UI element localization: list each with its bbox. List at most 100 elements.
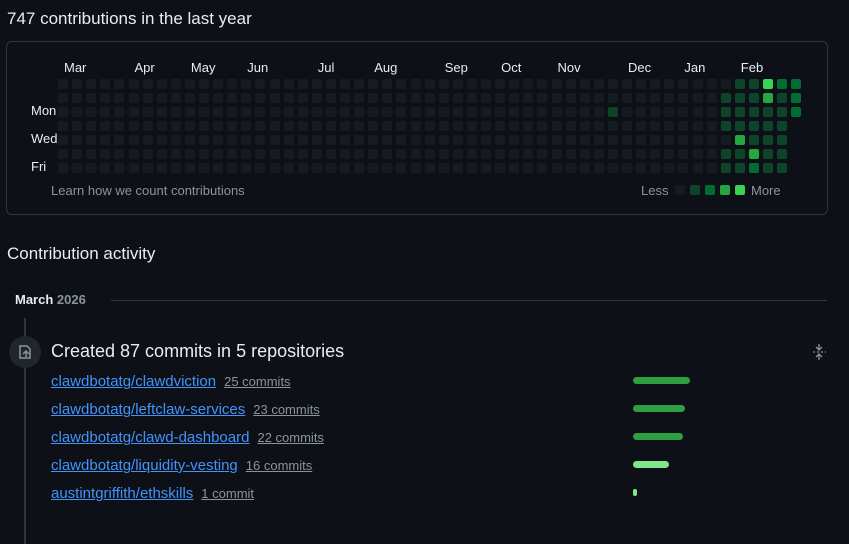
contribution-cell[interactable] xyxy=(622,107,632,117)
contribution-cell[interactable] xyxy=(481,121,491,131)
contribution-cell[interactable] xyxy=(58,79,68,89)
contribution-cell[interactable] xyxy=(128,93,139,103)
contribution-cell[interactable] xyxy=(340,93,350,103)
contribution-cell[interactable] xyxy=(410,163,421,173)
contribution-cell[interactable] xyxy=(269,107,280,117)
contribution-cell[interactable] xyxy=(410,135,421,145)
contribution-cell[interactable] xyxy=(678,121,689,131)
contribution-cell[interactable] xyxy=(466,149,477,159)
contribution-cell[interactable] xyxy=(86,135,97,145)
contribution-cell[interactable] xyxy=(72,93,83,103)
contribution-cell[interactable] xyxy=(720,79,731,89)
contribution-cell[interactable] xyxy=(551,79,562,89)
contribution-cell[interactable] xyxy=(114,79,125,89)
contribution-cell[interactable] xyxy=(269,121,280,131)
contribution-cell[interactable] xyxy=(199,107,209,117)
contribution-cell[interactable] xyxy=(199,121,209,131)
contribution-cell[interactable] xyxy=(523,121,534,131)
contribution-cell[interactable] xyxy=(86,107,97,117)
contribution-cell[interactable] xyxy=(565,107,576,117)
contribution-cell[interactable] xyxy=(424,107,435,117)
contribution-cell[interactable] xyxy=(748,149,759,159)
contribution-cell[interactable] xyxy=(340,121,350,131)
contribution-cell[interactable] xyxy=(142,149,153,159)
contribution-cell[interactable] xyxy=(424,93,435,103)
contribution-cell[interactable] xyxy=(537,93,548,103)
contribution-cell[interactable] xyxy=(396,135,407,145)
contribution-cell[interactable] xyxy=(466,135,477,145)
contribution-cell[interactable] xyxy=(396,79,407,89)
contribution-cell[interactable] xyxy=(495,121,506,131)
contribution-cell[interactable] xyxy=(720,107,731,117)
contribution-cell[interactable] xyxy=(706,93,717,103)
contribution-cell[interactable] xyxy=(509,93,520,103)
contribution-cell[interactable] xyxy=(509,121,520,131)
commit-count[interactable]: 23 commits xyxy=(253,402,320,417)
contribution-cell[interactable] xyxy=(706,135,717,145)
contribution-cell[interactable] xyxy=(593,121,604,131)
contribution-cell[interactable] xyxy=(86,79,97,89)
contribution-cell[interactable] xyxy=(537,107,548,117)
contribution-cell[interactable] xyxy=(410,79,421,89)
contribution-cell[interactable] xyxy=(170,135,181,145)
contribution-cell[interactable] xyxy=(763,107,773,117)
contribution-cell[interactable] xyxy=(650,107,661,117)
contribution-cell[interactable] xyxy=(706,107,717,117)
contribution-cell[interactable] xyxy=(650,121,661,131)
contribution-cell[interactable] xyxy=(748,107,759,117)
contribution-cell[interactable] xyxy=(650,93,661,103)
contribution-cell[interactable] xyxy=(509,79,520,89)
contribution-cell[interactable] xyxy=(607,79,618,89)
contribution-cell[interactable] xyxy=(58,107,68,117)
contribution-cell[interactable] xyxy=(523,163,534,173)
contribution-cell[interactable] xyxy=(636,135,647,145)
contribution-cell[interactable] xyxy=(368,149,379,159)
contribution-cell[interactable] xyxy=(114,121,125,131)
contribution-cell[interactable] xyxy=(227,149,238,159)
contribution-cell[interactable] xyxy=(438,93,449,103)
contribution-cell[interactable] xyxy=(227,121,238,131)
contribution-cell[interactable] xyxy=(678,135,689,145)
contribution-cell[interactable] xyxy=(410,121,421,131)
contribution-cell[interactable] xyxy=(156,107,167,117)
contribution-cell[interactable] xyxy=(664,121,675,131)
contribution-cell[interactable] xyxy=(438,135,449,145)
contribution-cell[interactable] xyxy=(269,163,280,173)
contribution-cell[interactable] xyxy=(593,79,604,89)
contribution-cell[interactable] xyxy=(678,163,689,173)
contribution-cell[interactable] xyxy=(297,163,308,173)
contribution-cell[interactable] xyxy=(481,135,491,145)
contribution-cell[interactable] xyxy=(255,149,266,159)
contribution-cell[interactable] xyxy=(565,135,576,145)
contribution-cell[interactable] xyxy=(311,107,322,117)
contribution-cell[interactable] xyxy=(340,135,350,145)
contribution-cell[interactable] xyxy=(763,79,773,89)
repo-link[interactable]: austintgriffith/ethskills xyxy=(51,485,194,502)
contribution-cell[interactable] xyxy=(438,163,449,173)
contribution-cell[interactable] xyxy=(706,121,717,131)
contribution-cell[interactable] xyxy=(72,149,83,159)
contribution-cell[interactable] xyxy=(184,135,195,145)
repo-link[interactable]: clawdbotatg/clawd-dashboard xyxy=(51,429,250,446)
contribution-cell[interactable] xyxy=(593,149,604,159)
contribution-cell[interactable] xyxy=(325,79,336,89)
contribution-cell[interactable] xyxy=(495,93,506,103)
contribution-cell[interactable] xyxy=(537,79,548,89)
contribution-cell[interactable] xyxy=(495,135,506,145)
contribution-cell[interactable] xyxy=(734,79,745,89)
contribution-cell[interactable] xyxy=(354,93,365,103)
contribution-cell[interactable] xyxy=(241,121,252,131)
contribution-cell[interactable] xyxy=(607,149,618,159)
contribution-cell[interactable] xyxy=(269,135,280,145)
contribution-cell[interactable] xyxy=(607,107,618,117)
contribution-cell[interactable] xyxy=(636,121,647,131)
contribution-cell[interactable] xyxy=(142,79,153,89)
contribution-cell[interactable] xyxy=(763,121,773,131)
contribution-cell[interactable] xyxy=(692,121,703,131)
contribution-cell[interactable] xyxy=(720,135,731,145)
contribution-cell[interactable] xyxy=(410,149,421,159)
contribution-cell[interactable] xyxy=(650,79,661,89)
contribution-cell[interactable] xyxy=(593,93,604,103)
contribution-cell[interactable] xyxy=(255,93,266,103)
contribution-cell[interactable] xyxy=(495,79,506,89)
